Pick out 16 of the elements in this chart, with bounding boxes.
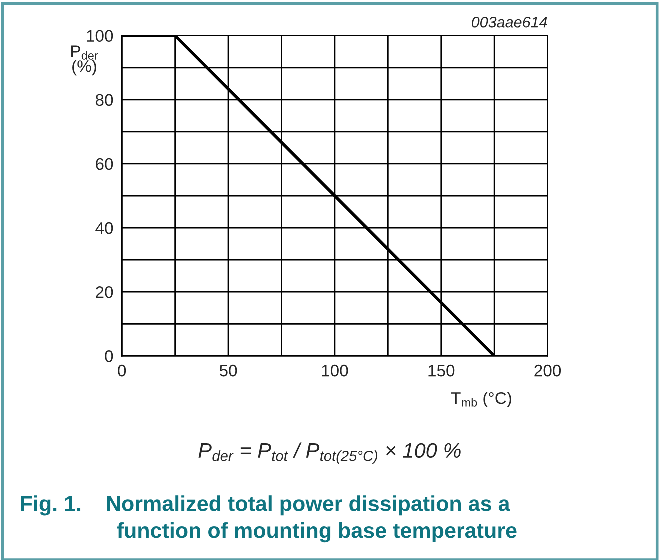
y-axis-title: P$_{der}$ (%) [72,46,98,76]
x-tick-label: 100 [322,364,348,377]
y-tick-label: 0 [105,350,114,362]
y-tick-label: 100 [87,30,114,42]
x-tick-label: 150 [428,364,455,377]
x-tick-label: 200 [534,364,562,377]
y-tick-label: 60 [96,158,114,170]
x-tick-label: 0 [118,364,126,377]
y-tick-label: 40 [96,222,114,234]
text: 003aae614 [472,16,548,28]
text: P$_{der}$ = P$_{tot}$ / P$_{tot(25°C)}$ × 100 % [198,442,461,464]
x-tick-label: 50 [220,364,238,377]
x-axis-title: T$_{mb}$ (°C) [451,392,512,408]
y-tick-label: 20 [96,286,114,298]
y-tick-label: 80 [96,94,114,106]
text: Fig. 1. Normalized total power dissipation as a function of mounting base temperature [21,496,517,543]
